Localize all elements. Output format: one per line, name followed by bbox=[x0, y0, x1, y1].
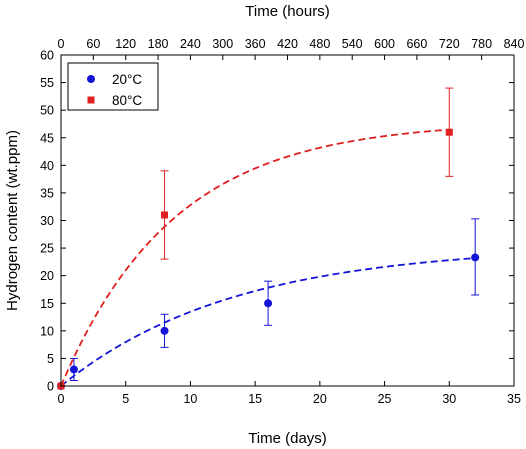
y-tick-label: 5 bbox=[47, 352, 54, 366]
legend-box bbox=[67, 62, 159, 111]
legend-label-2: 80°C bbox=[112, 93, 142, 108]
x-tick-label: 20 bbox=[313, 392, 327, 406]
x-tick-label: 30 bbox=[442, 392, 456, 406]
fit-curve-series-2 bbox=[60, 128, 450, 387]
y-tick-label: 55 bbox=[40, 76, 54, 90]
top-x-tick-label: 180 bbox=[148, 37, 169, 51]
data-point-series-1 bbox=[471, 253, 480, 262]
top-x-tick-label: 420 bbox=[277, 37, 298, 51]
y-tick-label: 10 bbox=[40, 324, 54, 338]
x-tick-label: 15 bbox=[248, 392, 262, 406]
x-tick-label: 10 bbox=[183, 392, 197, 406]
top-x-tick-label: 60 bbox=[86, 37, 100, 51]
y-tick-label: 20 bbox=[40, 269, 54, 283]
data-point-series-1 bbox=[69, 365, 78, 374]
data-point-series-1 bbox=[160, 326, 169, 335]
y-tick-label: 60 bbox=[40, 49, 54, 63]
data-point-series-2 bbox=[161, 211, 169, 219]
x-tick-label: 0 bbox=[58, 392, 65, 406]
legend-marker-1 bbox=[87, 75, 95, 83]
top-x-tick-label: 840 bbox=[504, 37, 525, 51]
y-tick-label: 45 bbox=[40, 131, 54, 145]
top-x-tick-label: 720 bbox=[439, 37, 460, 51]
legend-marker-2 bbox=[87, 96, 95, 104]
y-tick-label: 15 bbox=[40, 297, 54, 311]
y-tick-label: 0 bbox=[47, 380, 54, 394]
top-x-tick-label: 600 bbox=[374, 37, 395, 51]
y-tick-label: 40 bbox=[40, 159, 54, 173]
top-x-tick-label: 0 bbox=[58, 37, 65, 51]
top-x-tick-label: 240 bbox=[180, 37, 201, 51]
y-tick-label: 35 bbox=[40, 186, 54, 200]
x-tick-label: 25 bbox=[378, 392, 392, 406]
top-x-tick-label: 780 bbox=[471, 37, 492, 51]
data-point-series-1 bbox=[264, 299, 273, 308]
x-axis-title: Time (days) bbox=[248, 430, 327, 447]
top-x-tick-label: 480 bbox=[309, 37, 330, 51]
top-x-tick-label: 300 bbox=[212, 37, 233, 51]
y-tick-label: 30 bbox=[40, 214, 54, 228]
y-axis-title: Hydrogen content (wt.ppm) bbox=[4, 130, 21, 311]
top-x-axis-title: Time (hours) bbox=[245, 3, 329, 20]
top-x-tick-label: 360 bbox=[245, 37, 266, 51]
data-point-series-2 bbox=[445, 128, 453, 136]
legend: 20°C 80°C bbox=[67, 62, 159, 111]
plot-frame bbox=[60, 54, 515, 387]
top-x-tick-label: 120 bbox=[115, 37, 136, 51]
y-tick-label: 50 bbox=[40, 104, 54, 118]
legend-label-1: 20°C bbox=[112, 72, 142, 87]
x-tick-label: 35 bbox=[507, 392, 521, 406]
top-x-tick-label: 660 bbox=[406, 37, 427, 51]
x-tick-label: 5 bbox=[122, 392, 129, 406]
y-tick-label: 25 bbox=[40, 242, 54, 256]
top-x-tick-label: 540 bbox=[342, 37, 363, 51]
